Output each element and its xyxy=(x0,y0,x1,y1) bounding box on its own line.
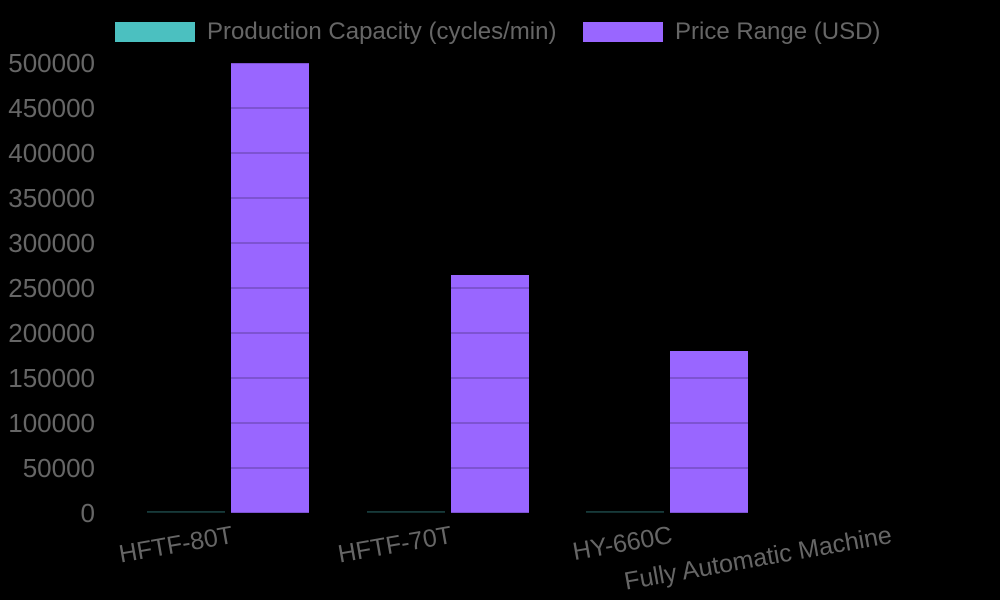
y-axis-tick-label: 500000 xyxy=(8,48,95,78)
bar-production-capacity-0[interactable] xyxy=(147,511,225,513)
bar-price-range-1[interactable] xyxy=(450,274,529,513)
y-axis-tick-label: 450000 xyxy=(8,93,95,123)
gridline xyxy=(118,242,998,244)
y-axis-tick-label: 200000 xyxy=(8,318,95,348)
gridline xyxy=(118,107,998,109)
legend-swatch-price-range xyxy=(583,22,663,42)
gridline xyxy=(118,62,998,64)
legend-label-price-range: Price Range (USD) xyxy=(675,18,881,45)
y-axis-tick-label: 350000 xyxy=(8,183,95,213)
gridline xyxy=(118,332,998,334)
x-axis-tick-label: HFTF-80T xyxy=(116,521,235,569)
legend-label-production-capacity: Production Capacity (cycles/min) xyxy=(207,18,557,45)
gridline xyxy=(118,377,998,379)
y-axis-tick-label: 100000 xyxy=(8,408,95,438)
x-axis-tick-label: HY-660C xyxy=(570,521,675,567)
y-axis-tick-label: 0 xyxy=(80,498,95,528)
gridline xyxy=(118,422,998,424)
gridline xyxy=(118,152,998,154)
x-axis-tick-label: HFTF-70T xyxy=(336,521,455,569)
gridline xyxy=(118,197,998,199)
bar-production-capacity-1[interactable] xyxy=(366,511,445,513)
gridline xyxy=(118,287,998,289)
legend-item-production-capacity[interactable]: Production Capacity (cycles/min) xyxy=(115,18,557,45)
bar-production-capacity-2[interactable] xyxy=(586,511,665,513)
y-axis-tick-label: 50000 xyxy=(22,453,95,483)
y-axis-tick-label: 250000 xyxy=(8,273,95,303)
gridline xyxy=(118,467,998,469)
legend-item-price-range[interactable]: Price Range (USD) xyxy=(583,18,881,45)
bar-price-range-2[interactable] xyxy=(670,351,749,513)
legend-swatch-production-capacity xyxy=(115,22,195,42)
y-axis-tick-label: 400000 xyxy=(8,138,95,168)
y-axis-tick-label: 300000 xyxy=(8,228,95,258)
y-axis-tick-label: 150000 xyxy=(8,363,95,393)
gridline xyxy=(118,512,998,514)
bar-price-range-0[interactable] xyxy=(231,63,309,513)
